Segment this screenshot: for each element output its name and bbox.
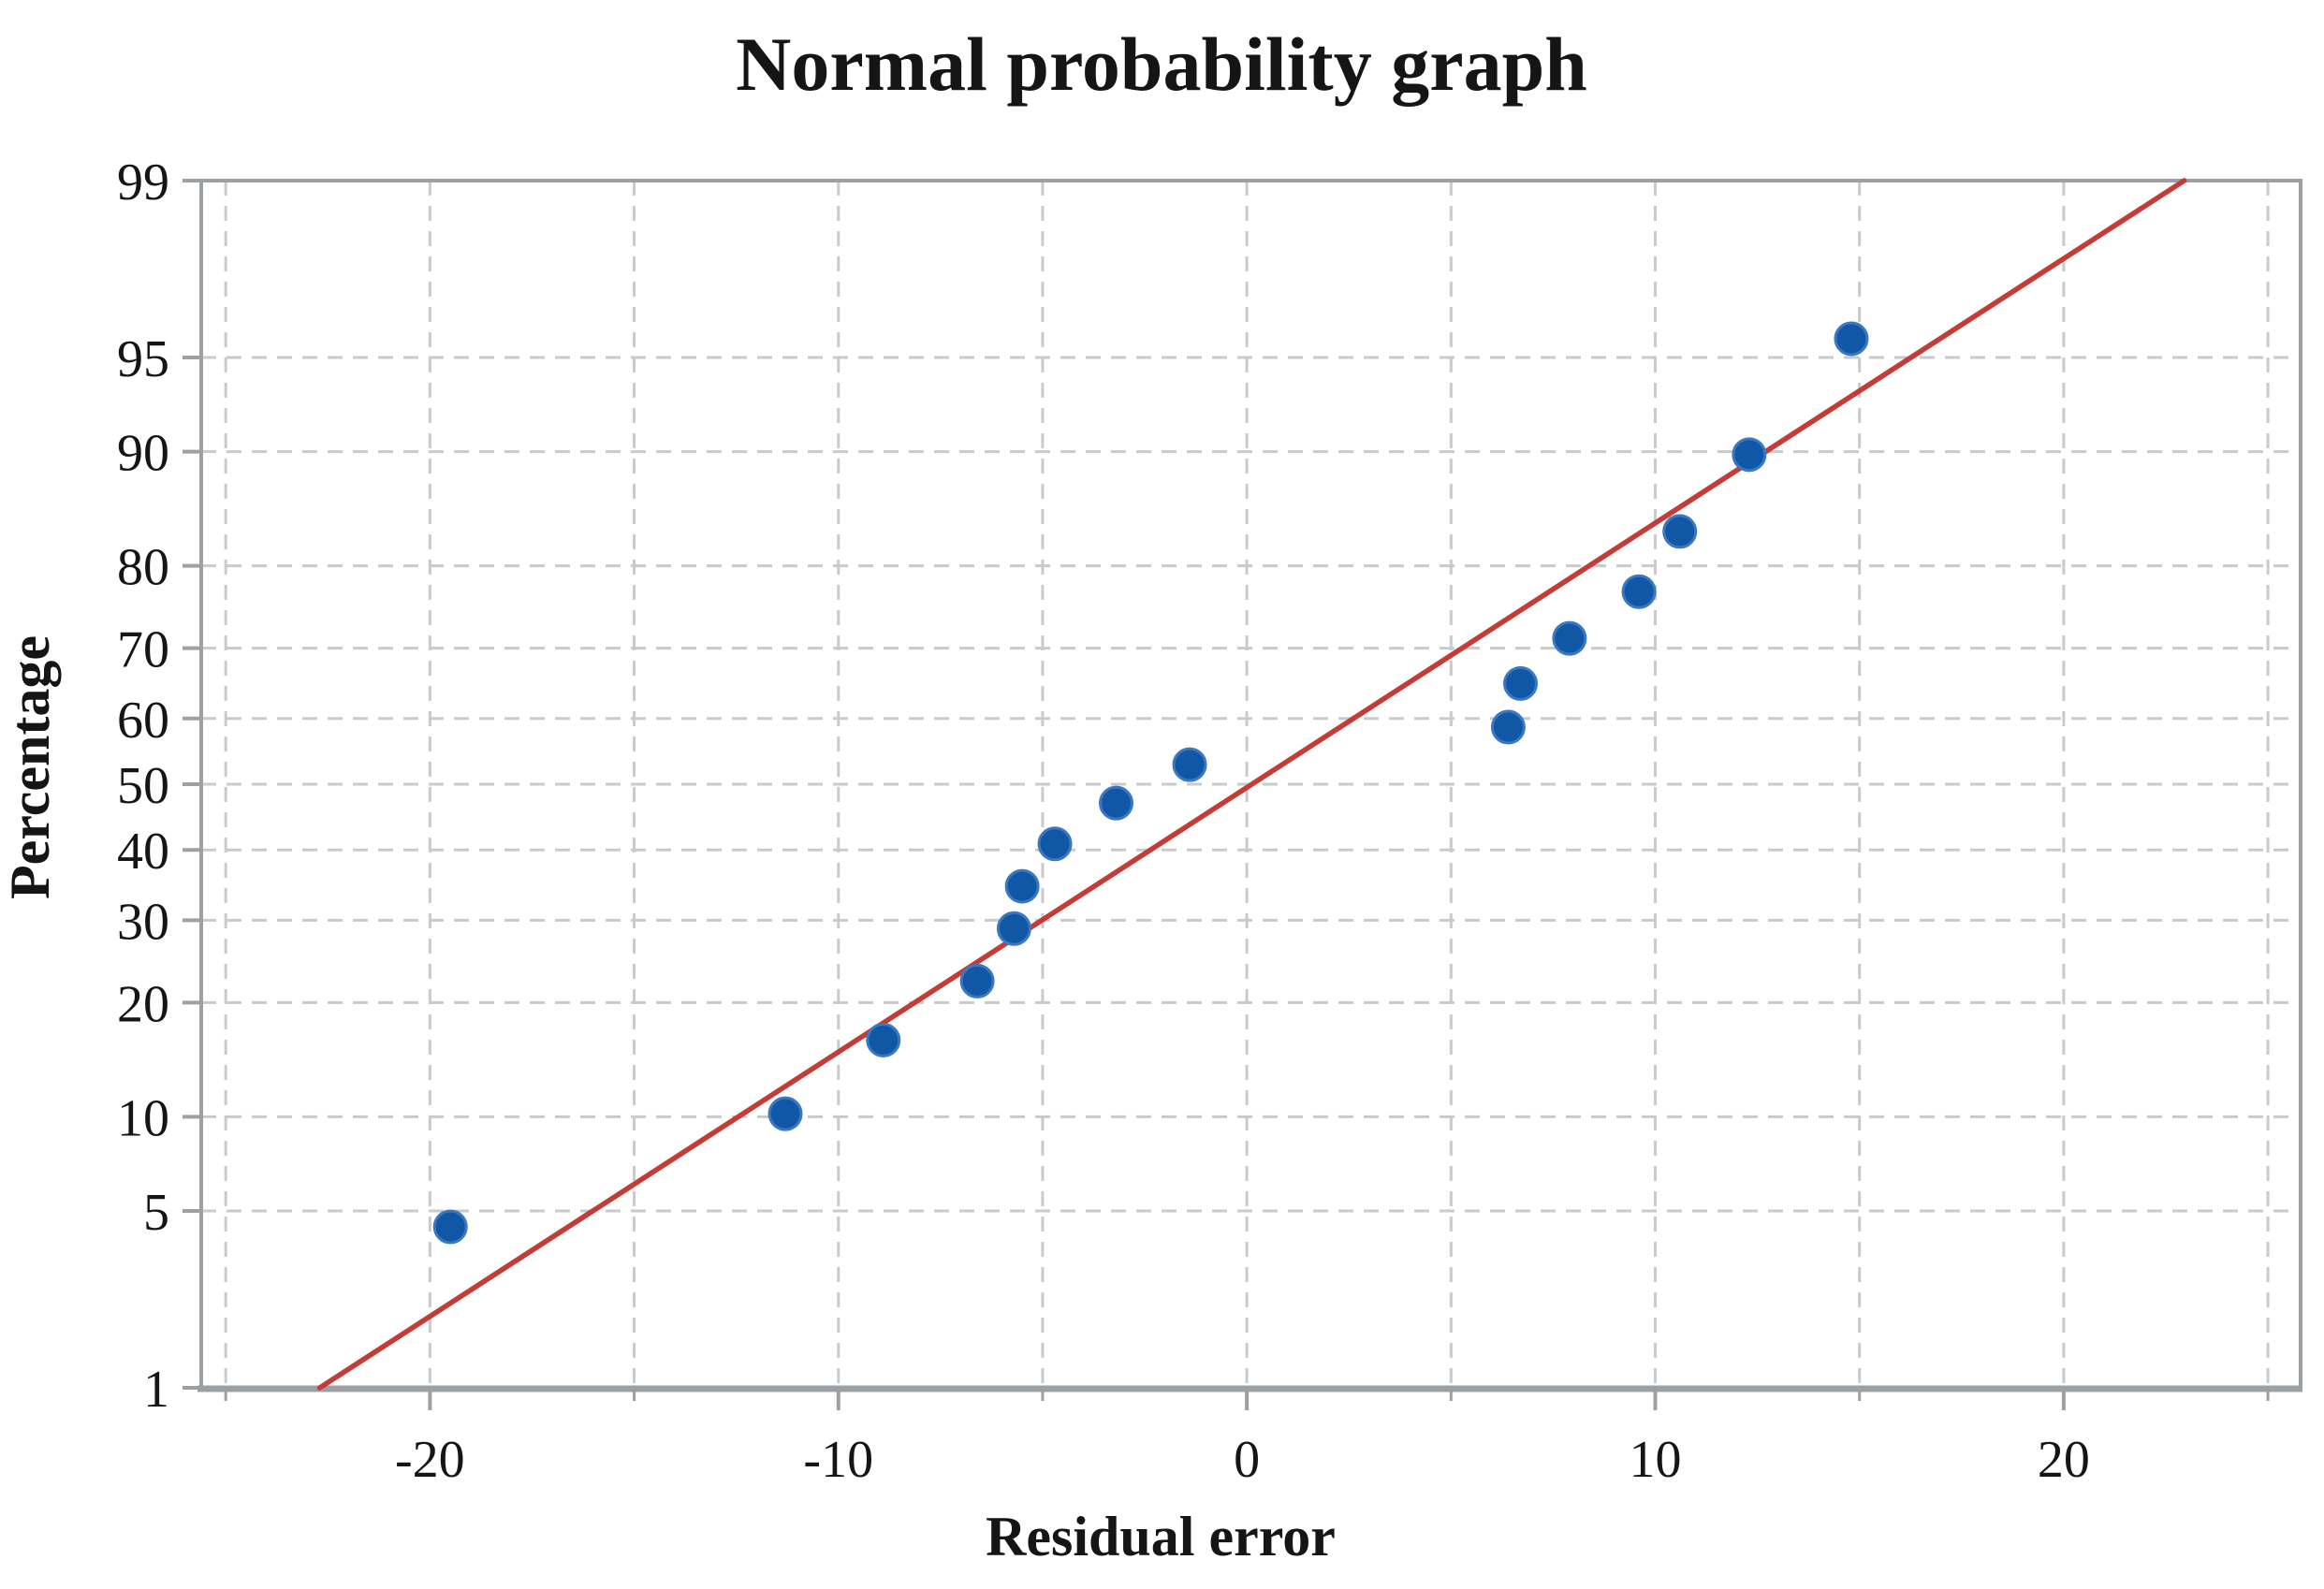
data-point xyxy=(1172,747,1207,782)
x-tick-label: 10 xyxy=(1630,1431,1682,1489)
ticks-layer xyxy=(183,179,2270,1410)
data-point xyxy=(767,1096,803,1131)
chart-title: Normal probability graph xyxy=(736,22,1587,107)
data-point xyxy=(866,1022,901,1057)
data-point xyxy=(996,911,1031,946)
x-tick-label: -20 xyxy=(395,1431,465,1489)
fit-line-layer xyxy=(316,178,2187,1391)
tick-labels-layer: -20 -10 0 10 20 99 95 90 80 70 60 50 40 30 20 10 5 1 xyxy=(117,153,2090,1489)
data-point xyxy=(1037,826,1073,862)
y-tick-label: 20 xyxy=(117,975,169,1033)
y-tick-label: 10 xyxy=(117,1089,169,1147)
x-tick-label: -10 xyxy=(803,1431,873,1489)
y-tick-label: 80 xyxy=(117,539,169,597)
data-point xyxy=(1662,514,1698,549)
y-tick-label: 30 xyxy=(117,893,169,951)
data-points-layer xyxy=(432,321,1869,1245)
data-point xyxy=(1621,574,1657,609)
fit-line xyxy=(316,178,2187,1391)
data-point xyxy=(432,1209,468,1245)
x-axis-label: Residual error xyxy=(986,1506,1336,1567)
y-tick-label: 95 xyxy=(117,330,169,388)
y-tick-label: 50 xyxy=(117,757,169,815)
x-tick-label: 0 xyxy=(1234,1431,1260,1489)
data-point xyxy=(1004,868,1040,904)
data-point xyxy=(1834,321,1869,357)
gridlines-layer xyxy=(201,181,2301,1388)
data-point xyxy=(1490,709,1526,745)
y-tick-label: 5 xyxy=(143,1184,169,1242)
y-tick-label: 70 xyxy=(117,621,169,679)
y-tick-label: 99 xyxy=(117,153,169,211)
data-point xyxy=(1552,620,1587,656)
y-tick-label: 1 xyxy=(143,1361,169,1419)
data-point xyxy=(1503,665,1539,701)
y-tick-label: 40 xyxy=(117,823,169,881)
x-tick-label: 20 xyxy=(2038,1431,2090,1489)
y-tick-label: 90 xyxy=(117,425,169,483)
data-point xyxy=(959,963,995,999)
y-tick-label: 60 xyxy=(117,692,169,750)
y-axis-label: Percentage xyxy=(0,635,61,899)
data-point xyxy=(1098,785,1133,821)
data-point xyxy=(1732,437,1767,473)
